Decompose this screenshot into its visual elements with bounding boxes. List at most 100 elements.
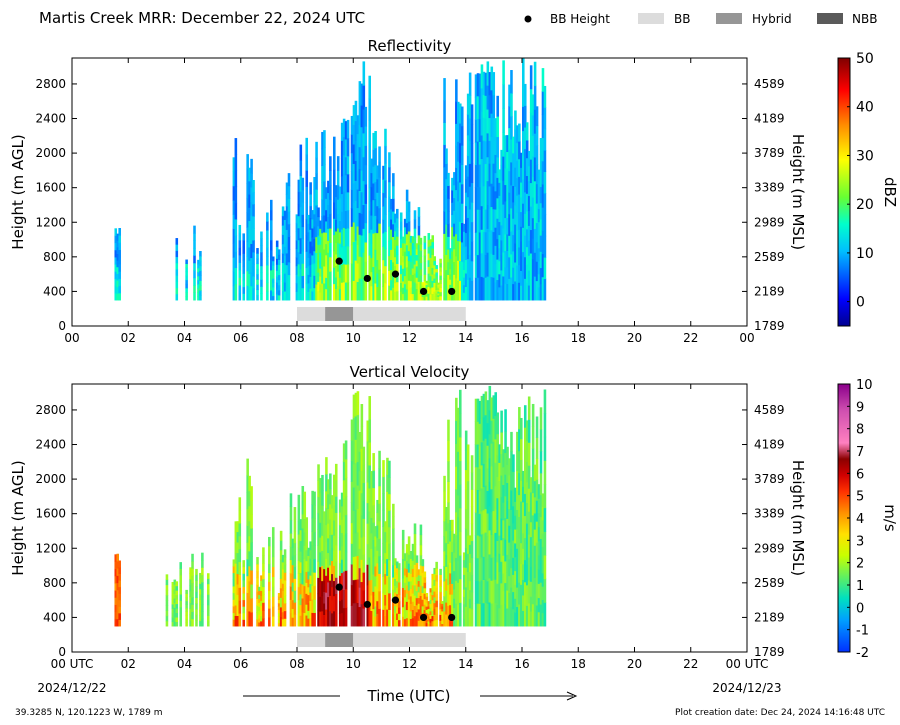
colorbar-tick-label: 10: [856, 378, 873, 393]
y-tick-label-right: 2589: [754, 250, 785, 264]
legend-label-bb-height: BB Height: [550, 12, 610, 26]
y-tick-label: 1200: [35, 215, 66, 229]
x-tick-label: 00 UTC: [726, 657, 769, 671]
x-tick-label: 02: [121, 331, 136, 345]
legend-swatch-bb: [638, 13, 664, 24]
y-tick-label: 800: [43, 250, 66, 264]
y-axis-label: Height (m AGL): [9, 460, 27, 575]
y-tick-label: 400: [43, 610, 66, 624]
bb-height-marker: [419, 613, 428, 622]
x-tick-label: 06: [233, 657, 248, 671]
legend-label-bb: BB: [674, 12, 690, 26]
x-tick-label: 04: [177, 331, 192, 345]
y-tick-label: 1600: [35, 181, 66, 195]
x-tick-label: 00 UTC: [51, 657, 94, 671]
x-tick-label: 08: [289, 331, 304, 345]
bb-bar: [297, 633, 466, 647]
y-axis-label-right: Height (m MSL): [789, 134, 807, 250]
bb-height-marker: [448, 613, 456, 622]
colorbar-tick-label: 20: [856, 197, 874, 213]
colorbar-tick-label: 0: [856, 601, 864, 616]
y-tick-label: 0: [58, 319, 66, 333]
x-tick-label: 10: [346, 331, 361, 345]
y-tick-label: 2000: [35, 472, 66, 486]
colorbar-label: m/s: [881, 504, 899, 532]
x-tick-label: 16: [514, 657, 529, 671]
panel-vertical-velocity: 00 UTC 02 04 06 08 10 12 14 16 18 20 22 00 UTC040080…: [9, 363, 899, 671]
y-tick-label-right: 4589: [754, 403, 785, 417]
bb-bar-segment-bb: [353, 633, 466, 647]
x-tick-label: 18: [571, 657, 586, 671]
y-tick-label-right: 3789: [754, 146, 785, 160]
y-axis-label-right: Height (m MSL): [789, 460, 807, 576]
y-tick-label-right: 2189: [754, 284, 785, 298]
x-tick-label: 00: [64, 331, 79, 345]
x-tick-label: 12: [402, 331, 417, 345]
bb-height-marker: [363, 274, 371, 283]
colorbar: [837, 57, 851, 327]
colorbar-tick-label: 50: [856, 51, 874, 67]
bb-bar-segment-bb: [353, 307, 466, 321]
bb-bar-segment-bb: [297, 633, 326, 647]
panel-reflectivity: 00 02 04 06 08 10 12 14 16 18 20 22 0004008001200160…: [9, 37, 899, 345]
bb-height-marker: [335, 257, 343, 265]
y-tick-label: 2800: [35, 403, 66, 417]
panel-title: Vertical Velocity: [350, 363, 470, 381]
bb-height-marker: [335, 583, 343, 591]
plot-creation-date: Plot creation date: Dec 24, 2024 14:16:4…: [675, 708, 885, 718]
y-tick-label-right: 4189: [754, 112, 785, 126]
y-tick-label-right: 3389: [754, 507, 785, 521]
figure-title: Martis Creek MRR: December 22, 2024 UTC: [39, 9, 365, 27]
end-date: 2024/12/23: [712, 681, 781, 695]
y-axis-label: Height (m AGL): [9, 134, 27, 249]
legend-swatch-nbb: [817, 13, 843, 24]
bb-height-marker: [391, 270, 400, 278]
y-tick-label-right: 2989: [754, 541, 785, 555]
radar-field: [114, 58, 547, 301]
x-tick-label: 18: [571, 331, 586, 345]
x-tick-label: 10: [346, 657, 361, 671]
legend-label-nbb: NBB: [852, 12, 877, 26]
bb-height-marker: [448, 287, 456, 296]
colorbar-tick-label: 1: [856, 579, 864, 594]
x-tick-label: 14: [458, 657, 473, 671]
station-coordinates: 39.3285 N, 120.1223 W, 1789 m: [15, 708, 163, 718]
x-tick-label: 20: [627, 331, 642, 345]
colorbar-tick-label: 40: [856, 100, 874, 116]
colorbar-tick-label: 4: [856, 512, 864, 527]
y-tick-label-right: 2989: [754, 215, 785, 229]
colorbar-label: dBZ: [881, 177, 899, 207]
x-tick-label: 04: [177, 657, 192, 671]
x-axis-title: Time (UTC): [367, 687, 451, 705]
colorbar-tick-label: 6: [856, 467, 864, 482]
colorbar-tick-label: 5: [856, 490, 864, 505]
colorbar-tick-label: 9: [856, 400, 864, 415]
y-tick-label: 1200: [35, 541, 66, 555]
bb-bar-segment-hybrid: [325, 633, 354, 647]
bb-height-marker: [419, 287, 428, 296]
x-tick-label: 22: [683, 331, 698, 345]
y-tick-label: 2400: [35, 438, 66, 452]
y-tick-label-right: 1789: [754, 319, 785, 333]
colorbar-tick-label: 2: [856, 557, 864, 572]
arrow-head-icon: [566, 691, 578, 701]
y-tick-label: 2000: [35, 146, 66, 160]
x-tick-label: 20: [627, 657, 642, 671]
x-tick-label: 12: [402, 657, 417, 671]
y-tick-label-right: 3389: [754, 181, 785, 195]
legend-swatch-hybrid: [716, 13, 742, 24]
legend-label-hybrid: Hybrid: [752, 12, 792, 26]
legend-marker-bb-height: [524, 15, 532, 23]
x-tick-label: 22: [683, 657, 698, 671]
y-tick-label-right: 3789: [754, 472, 785, 486]
y-tick-label-right: 2589: [754, 576, 785, 590]
legend: BB Height BB Hybrid NBB: [524, 12, 877, 26]
colorbar-tick-label: 0: [856, 295, 865, 311]
bb-bar-segment-bb: [297, 307, 326, 321]
y-tick-label-right: 1789: [754, 645, 785, 659]
colorbar-tick-label: 8: [856, 423, 864, 438]
x-tick-label: 14: [458, 331, 473, 345]
radar-field: [114, 385, 547, 627]
colorbar-tick-label: 30: [856, 148, 874, 164]
